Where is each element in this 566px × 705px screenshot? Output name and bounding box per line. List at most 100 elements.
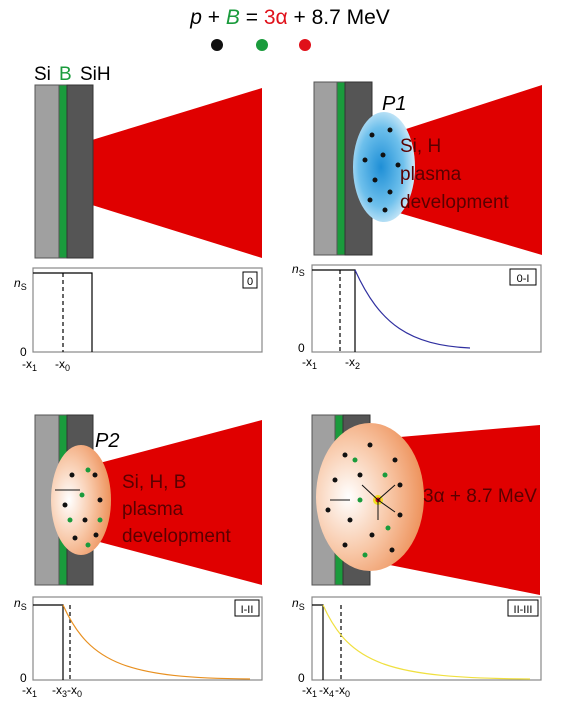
label: 0 (345, 689, 350, 699)
diagram: p + B = 3α + 8.7 MeV Si B SiH P1 Si, H p… (0, 0, 566, 700)
label: -x (22, 357, 32, 371)
label: 0 (298, 341, 305, 355)
label: 0 (65, 363, 70, 373)
label: plasma (400, 164, 462, 185)
dot (353, 458, 358, 463)
label: 1 (312, 361, 317, 371)
dot (386, 526, 391, 531)
dot (383, 473, 388, 478)
label: 0-I (517, 273, 530, 285)
label: -x (302, 683, 312, 697)
dot (388, 190, 393, 195)
label: S (21, 602, 27, 612)
dot (381, 153, 386, 158)
label: = (246, 6, 258, 29)
label: -x (302, 355, 312, 369)
dot (398, 483, 403, 488)
dot (348, 518, 353, 523)
curve (323, 605, 530, 679)
block (59, 85, 67, 258)
dot (363, 553, 368, 558)
beam (92, 88, 262, 258)
label: 0 (77, 689, 82, 699)
label: nS (292, 596, 305, 612)
block (314, 82, 337, 255)
dot (383, 208, 388, 213)
label: P2 (95, 430, 119, 452)
curve (312, 605, 323, 680)
label: -x1 (22, 683, 37, 699)
dot (358, 498, 363, 503)
label: 0 (247, 276, 253, 288)
label: -x1 (302, 355, 317, 371)
label: B (226, 6, 240, 29)
dot (370, 533, 375, 538)
block (337, 82, 345, 255)
dot (73, 536, 78, 541)
label: P1 (382, 93, 406, 115)
label: development (122, 526, 232, 547)
block (33, 597, 262, 680)
dot (94, 533, 99, 538)
label: 2 (355, 361, 360, 371)
dot (370, 133, 375, 138)
block (67, 85, 93, 258)
label: 1 (32, 689, 37, 699)
label: Si, H (400, 136, 441, 157)
dot (368, 198, 373, 203)
label: 4 (329, 689, 334, 699)
dot (83, 518, 88, 523)
label: -x1 (302, 683, 317, 699)
label: Si, H, B (122, 472, 186, 493)
label: II-III (514, 604, 533, 616)
dot (398, 513, 403, 518)
label: SiH (80, 64, 111, 85)
curve (33, 273, 92, 352)
label: S (299, 268, 305, 278)
label: 1 (312, 689, 317, 699)
label: -x (52, 683, 62, 697)
label: -x1 (22, 357, 37, 373)
label: -x0 (55, 357, 70, 373)
label: -x (345, 355, 355, 369)
dot (98, 518, 103, 523)
dot (93, 473, 98, 478)
block (35, 85, 59, 258)
curve (312, 270, 355, 352)
label: p (189, 6, 202, 29)
label: -x (335, 683, 345, 697)
dot (68, 518, 73, 523)
label: nS (292, 262, 305, 278)
dot (333, 478, 338, 483)
label: -x0 (335, 683, 350, 699)
label: nS (14, 276, 27, 292)
label: -x (55, 357, 65, 371)
label: 3α + 8.7 MeV (423, 486, 537, 507)
dot (326, 508, 331, 513)
label: -x (319, 683, 329, 697)
dot (86, 543, 91, 548)
label: -x2 (345, 355, 360, 371)
dot (299, 39, 311, 51)
label: S (21, 282, 27, 292)
label: -x0 (67, 683, 82, 699)
label: I-II (241, 604, 254, 616)
dot (211, 39, 223, 51)
label: Si (34, 64, 51, 85)
label: -x3 (52, 683, 67, 699)
dot (80, 493, 85, 498)
dot (256, 39, 268, 51)
block (312, 265, 541, 352)
label: + (208, 6, 220, 29)
dot (368, 443, 373, 448)
dot (86, 468, 91, 473)
curve (33, 605, 63, 680)
dot (388, 128, 393, 133)
block (312, 597, 541, 680)
dot (373, 178, 378, 183)
dot (363, 158, 368, 163)
curve (355, 270, 470, 348)
curve (63, 605, 250, 679)
label: -x4 (319, 683, 334, 699)
dot (98, 498, 103, 503)
